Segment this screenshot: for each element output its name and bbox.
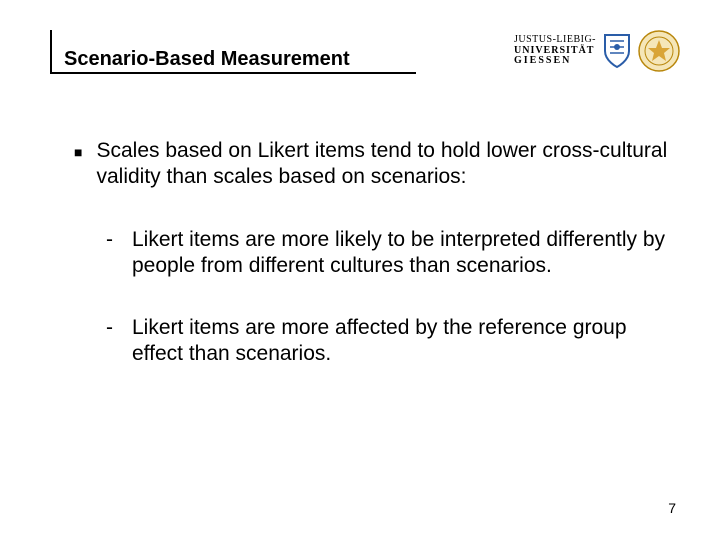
university-line3: GIESSEN <box>514 56 596 67</box>
university-wordmark: JUSTUS-LIEBIG- UNIVERSITÄT GIESSEN <box>514 35 596 67</box>
bullet-level2: - Likert items are more affected by the … <box>106 315 670 368</box>
dash-bullet-icon: - <box>106 315 118 368</box>
page-number: 7 <box>668 500 676 516</box>
bullet-text: Likert items are more affected by the re… <box>132 315 670 368</box>
content: ■ Scales based on Likert items tend to h… <box>50 138 670 368</box>
square-bullet-icon: ■ <box>74 138 82 191</box>
shield-icon <box>602 33 632 69</box>
header: Scenario-Based Measurement JUSTUS-LIEBIG… <box>50 30 670 90</box>
sub-bullets: - Likert items are more likely to be int… <box>74 227 670 368</box>
slide-title: Scenario-Based Measurement <box>54 44 419 81</box>
dash-bullet-icon: - <box>106 227 118 280</box>
bullet-text: Scales based on Likert items tend to hol… <box>96 138 670 191</box>
title-wrap: Scenario-Based Measurement <box>54 44 419 81</box>
bullet-level1: ■ Scales based on Likert items tend to h… <box>74 138 670 191</box>
slide: Scenario-Based Measurement JUSTUS-LIEBIG… <box>0 0 720 540</box>
bullet-text: Likert items are more likely to be inter… <box>132 227 670 280</box>
seal-icon <box>638 30 680 72</box>
bullet-level2: - Likert items are more likely to be int… <box>106 227 670 280</box>
logo-group: JUSTUS-LIEBIG- UNIVERSITÄT GIESSEN <box>514 30 680 72</box>
